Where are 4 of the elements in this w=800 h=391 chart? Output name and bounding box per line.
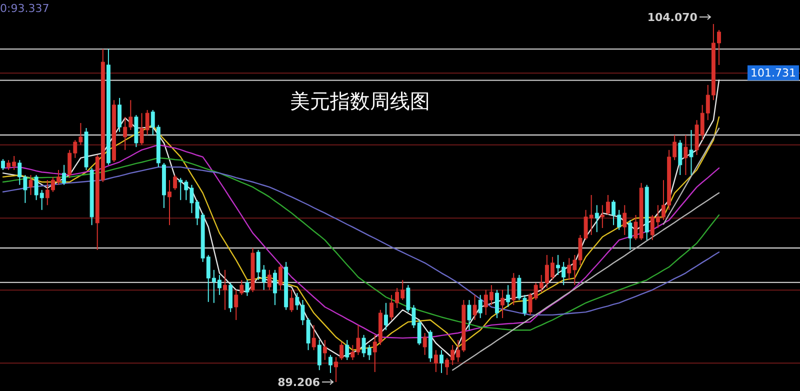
annotation: 104.070: [647, 11, 698, 24]
annotation: 89.206: [278, 376, 320, 389]
title: 美元指数周线图: [290, 89, 430, 113]
ref-line-label: 101.731: [750, 66, 796, 80]
